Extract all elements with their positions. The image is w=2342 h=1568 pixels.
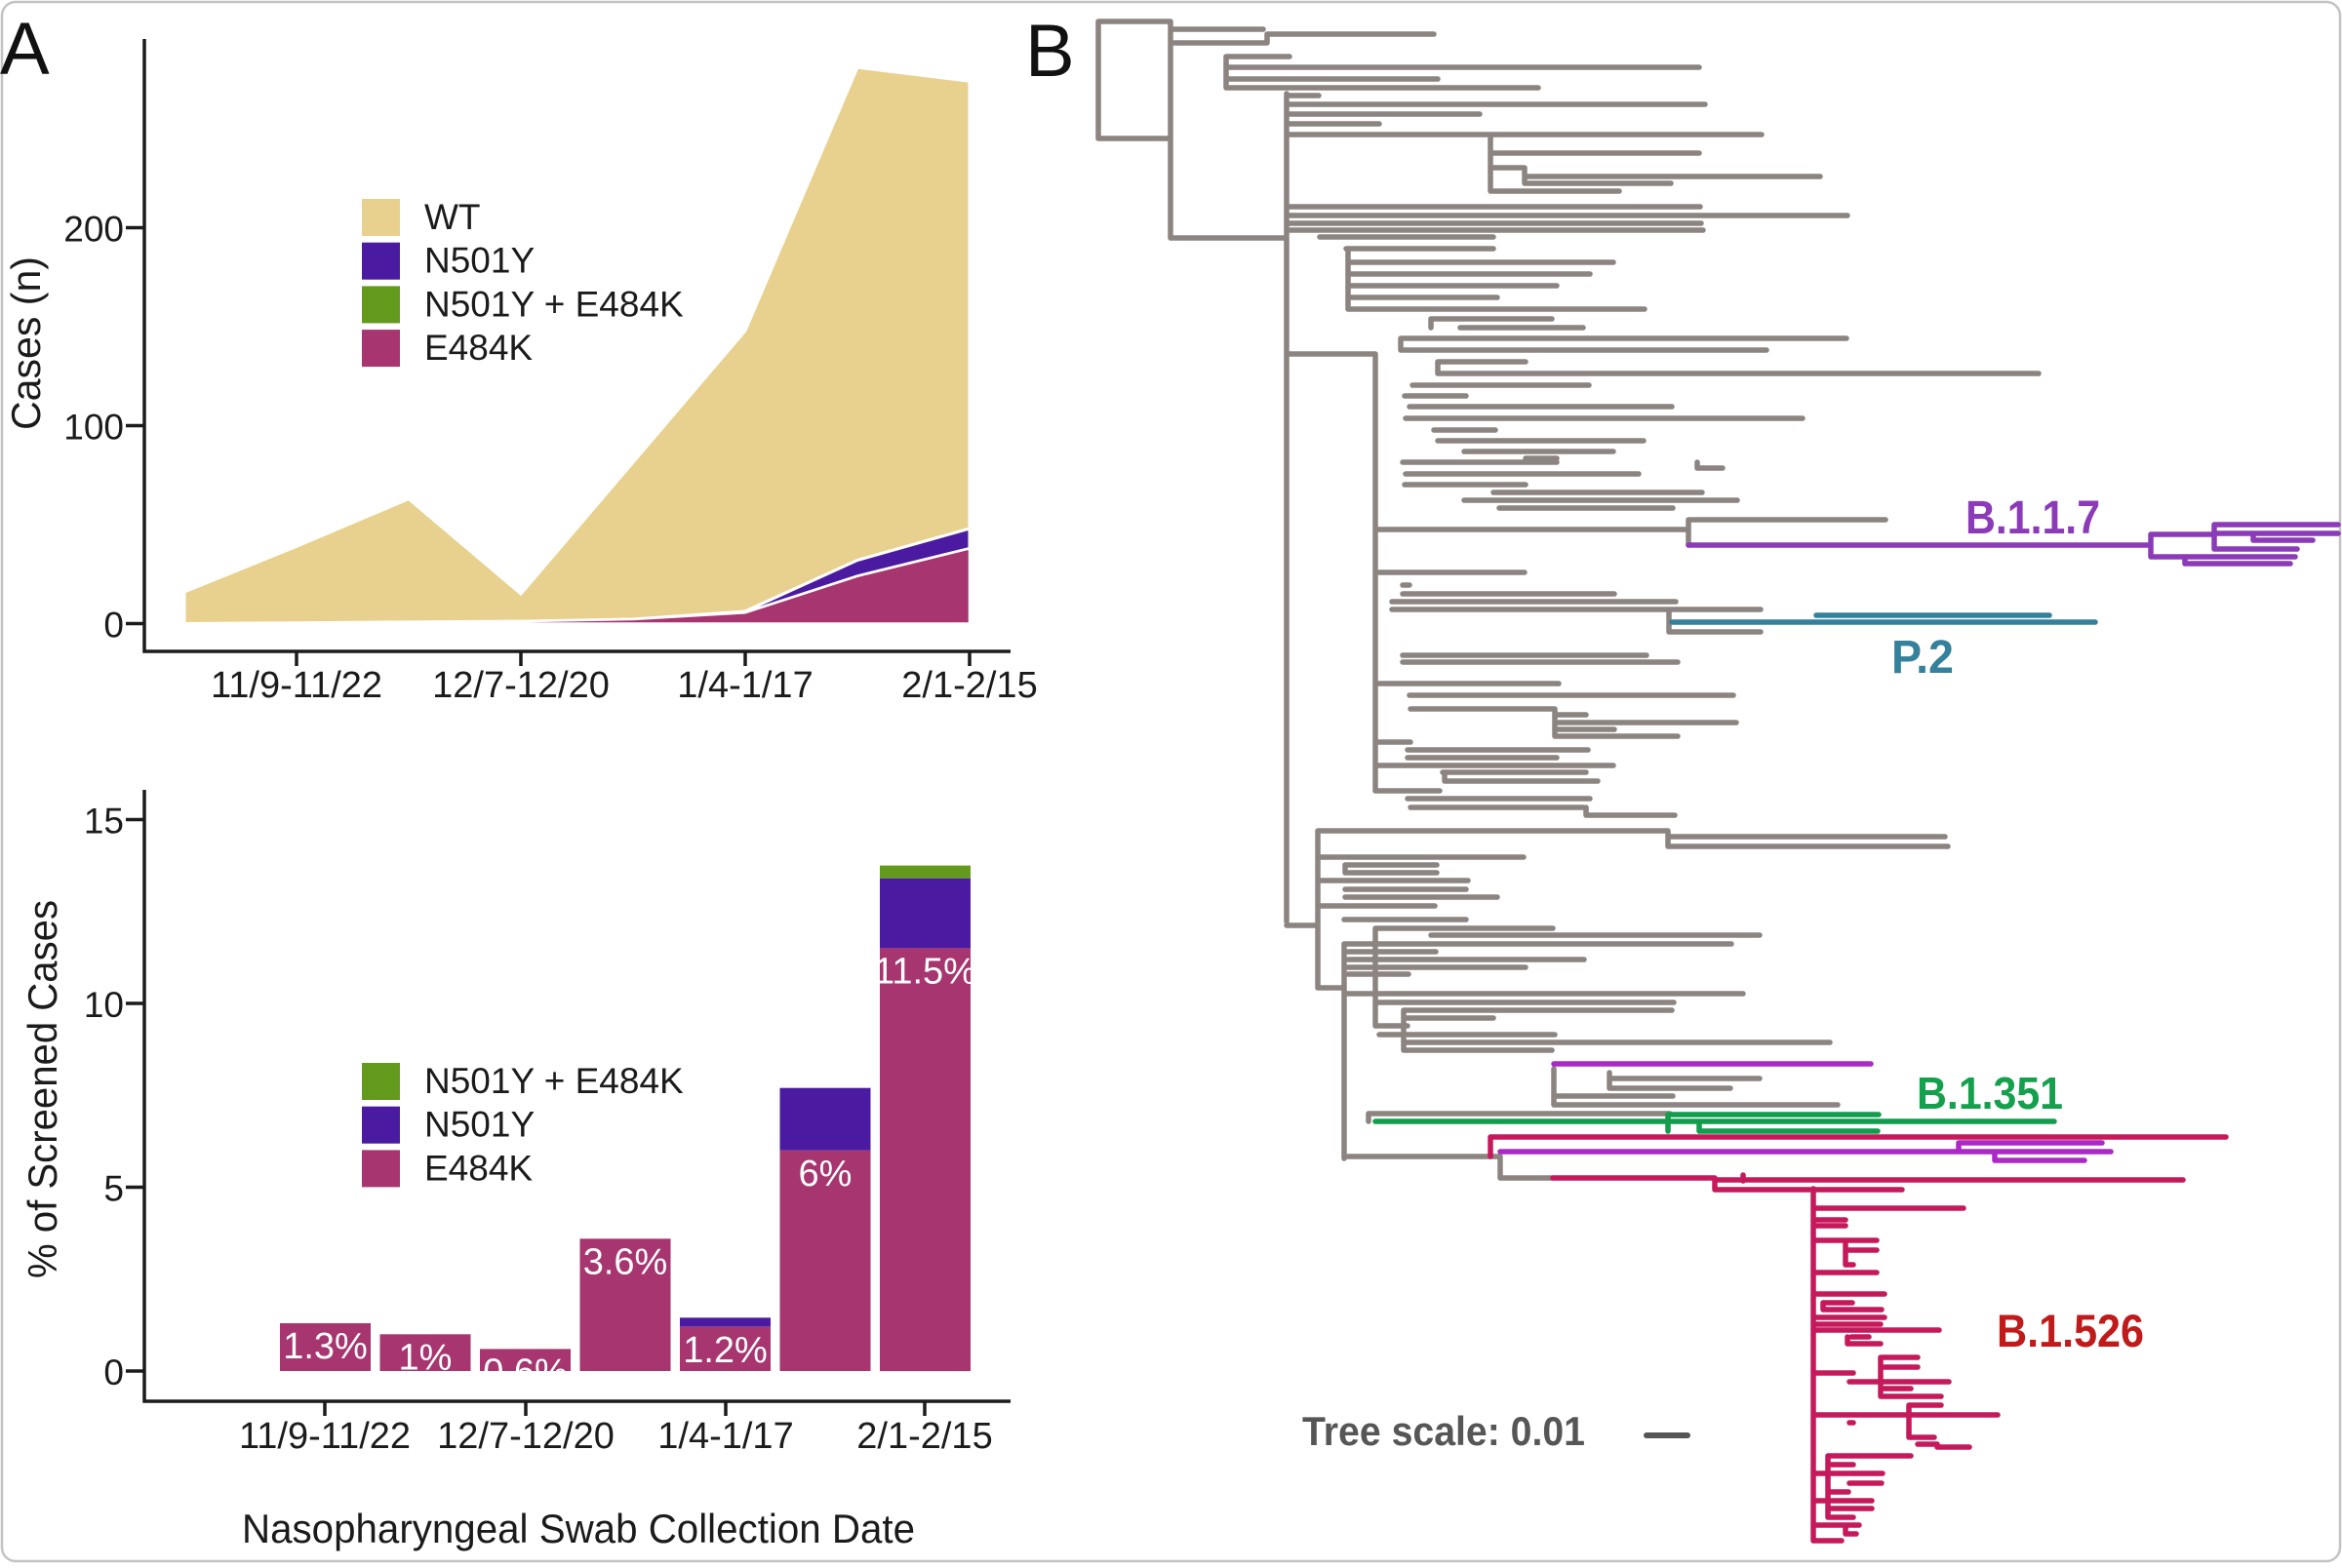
svg-text:2/1-2/15: 2/1-2/15: [901, 665, 1037, 706]
svg-text:B: B: [1025, 10, 1075, 93]
svg-text:% of Screened Cases: % of Screened Cases: [20, 900, 65, 1278]
svg-text:N501Y + E484K: N501Y + E484K: [424, 284, 684, 324]
svg-text:3.6%: 3.6%: [583, 1241, 668, 1282]
svg-text:0.6%: 0.6%: [483, 1352, 568, 1392]
svg-text:10: 10: [84, 985, 124, 1025]
svg-text:Nasopharyngeal Swab Collection: Nasopharyngeal Swab Collection Date: [242, 1506, 915, 1551]
svg-text:B.1.526: B.1.526: [1997, 1305, 2144, 1356]
svg-text:P.2: P.2: [1891, 632, 1954, 684]
svg-text:1.2%: 1.2%: [683, 1330, 768, 1371]
svg-text:E484K: E484K: [424, 1148, 533, 1188]
svg-text:B.1.351: B.1.351: [1917, 1068, 2063, 1118]
svg-text:1/4-1/17: 1/4-1/17: [657, 1416, 793, 1457]
svg-text:Cases (n): Cases (n): [3, 256, 49, 430]
svg-text:0: 0: [103, 606, 124, 646]
svg-text:WT: WT: [424, 197, 481, 237]
svg-text:1.3%: 1.3%: [283, 1326, 368, 1367]
svg-text:A: A: [0, 8, 50, 91]
svg-text:1/4-1/17: 1/4-1/17: [677, 665, 813, 706]
svg-text:1%: 1%: [399, 1337, 453, 1378]
svg-text:100: 100: [63, 408, 124, 448]
svg-text:0: 0: [103, 1352, 124, 1392]
svg-text:B.1.1.7: B.1.1.7: [1965, 492, 2100, 544]
svg-text:12/7-12/20: 12/7-12/20: [437, 1416, 615, 1457]
svg-text:5: 5: [103, 1169, 124, 1209]
svg-text:N501Y: N501Y: [424, 1105, 535, 1145]
svg-text:E484K: E484K: [424, 328, 533, 368]
svg-text:11/9-11/22: 11/9-11/22: [239, 1416, 411, 1457]
svg-text:N501Y: N501Y: [424, 241, 535, 281]
svg-text:Tree scale: 0.01: Tree scale: 0.01: [1302, 1408, 1585, 1454]
svg-text:2/1-2/15: 2/1-2/15: [856, 1416, 992, 1457]
svg-text:6%: 6%: [799, 1154, 853, 1195]
svg-text:N501Y + E484K: N501Y + E484K: [424, 1061, 684, 1101]
svg-text:15: 15: [84, 802, 124, 842]
svg-text:11.5%: 11.5%: [874, 952, 976, 993]
svg-text:11/9-11/22: 11/9-11/22: [211, 665, 382, 706]
svg-text:200: 200: [63, 210, 124, 250]
svg-text:12/7-12/20: 12/7-12/20: [432, 665, 610, 706]
